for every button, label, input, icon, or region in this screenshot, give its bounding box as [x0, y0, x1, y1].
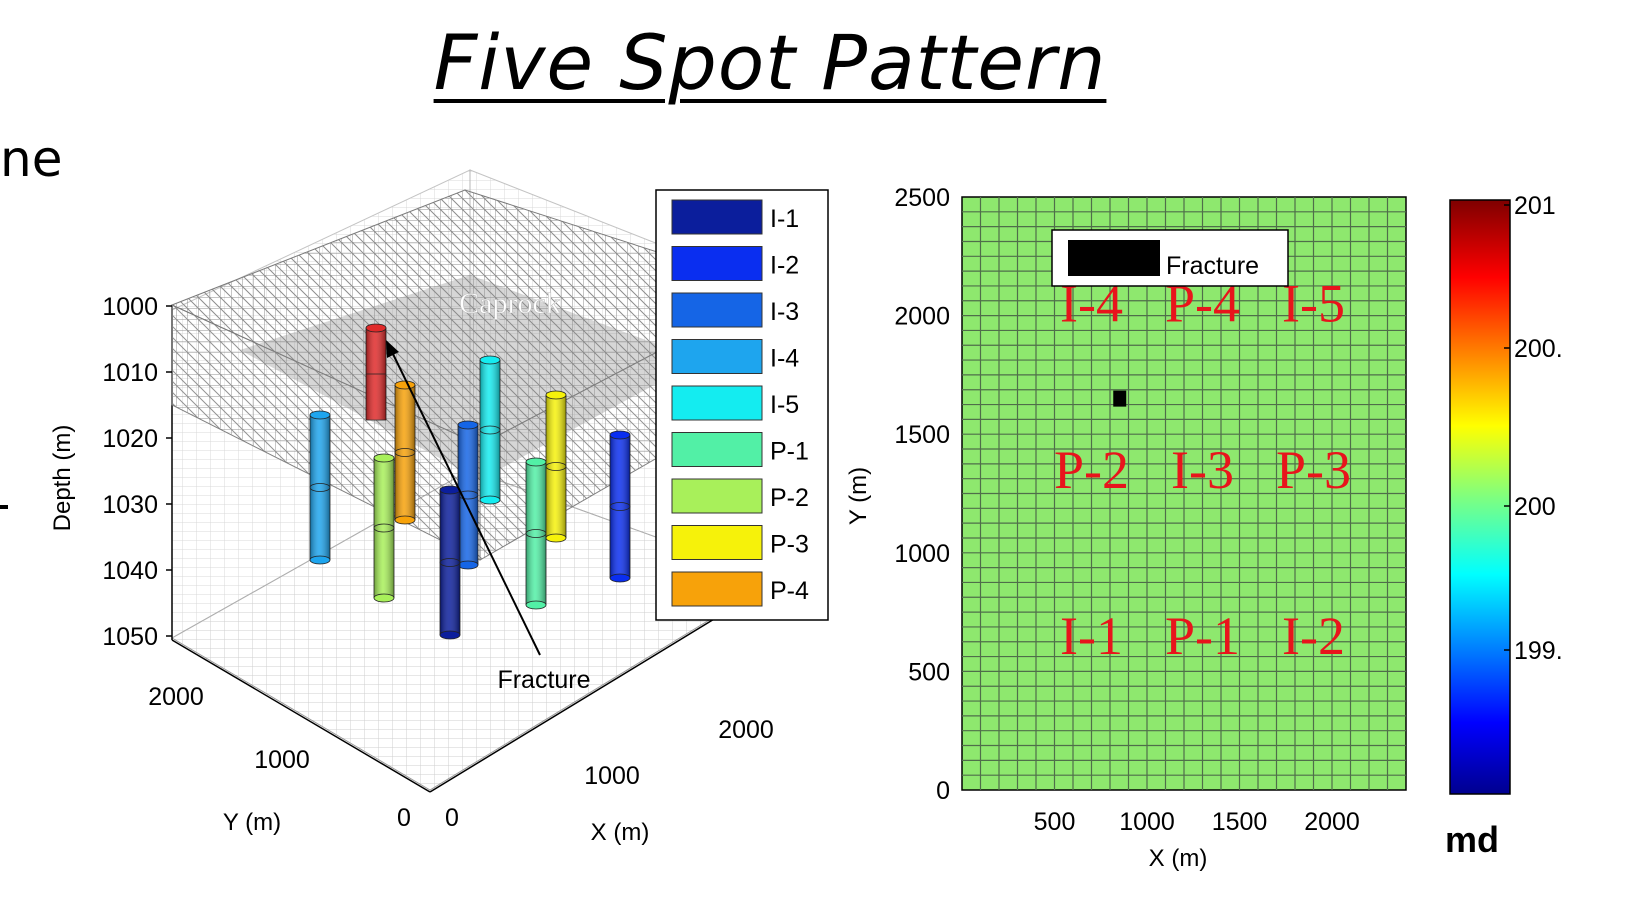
well-i-5 — [479, 355, 501, 505]
legend-entry: I-1 — [671, 199, 799, 235]
map-y-tick-label: 1000 — [894, 540, 950, 568]
map-legend: Fracture — [1051, 229, 1289, 287]
legend-label: I-1 — [770, 205, 799, 233]
map-y-tick-label: 2000 — [894, 303, 950, 331]
colorbar-gradient — [1449, 199, 1511, 795]
y-axis-label: Y (m) — [223, 809, 281, 836]
legend-swatch — [671, 246, 763, 281]
legend-label: I-4 — [770, 345, 799, 373]
colorbar: 201 200. 200 199. md — [1445, 192, 1563, 860]
well-p-2 — [373, 453, 395, 603]
legend-label: P-4 — [770, 577, 809, 605]
map-well-label-i-4: I-4 — [1060, 274, 1123, 334]
legend-label: P-2 — [770, 484, 809, 512]
well-legend: I-1 I-2 I-3 I-4 I-5 P-1 P-2 P-3 P-4 — [655, 189, 829, 621]
map-well-label-i-1: I-1 — [1060, 606, 1123, 666]
x-tick-label: 0 — [445, 804, 459, 832]
legend-fracture-swatch — [1068, 240, 1160, 276]
well-p-4 — [394, 380, 416, 525]
legend-entry: P-4 — [671, 571, 809, 607]
z-tick-label: 1000 — [102, 293, 158, 321]
fracture-arrow — [386, 340, 541, 656]
map-y-tick-label: 0 — [936, 777, 950, 805]
legend-swatch — [671, 525, 763, 560]
map-grid — [962, 197, 1406, 790]
z-axis-label: Depth (m) — [49, 425, 76, 532]
colorbar-tick-label: 200. — [1514, 335, 1563, 363]
map-x-tick-label: 1000 — [1119, 808, 1175, 836]
left-edge-dash — [0, 505, 8, 509]
legend-swatch — [671, 199, 763, 235]
slide-title: Five Spot Pattern — [433, 18, 1107, 107]
legend-label: P-1 — [770, 438, 809, 466]
map-field — [961, 196, 1407, 791]
legend-swatch — [671, 432, 763, 467]
colorbar-tick-label: 201 — [1514, 192, 1556, 220]
z-tick-label: 1040 — [102, 557, 158, 585]
map-well-label-p-1: P-1 — [1165, 606, 1240, 666]
well-p-3 — [545, 390, 567, 543]
z-tick-label: 1010 — [102, 359, 158, 387]
legend-entry: P-1 — [671, 432, 809, 467]
legend-entry: I-2 — [671, 246, 799, 281]
map-well-label-i-5: I-5 — [1282, 274, 1345, 334]
x-tick-label: 2000 — [718, 716, 774, 744]
well-columns — [309, 323, 631, 640]
legend-swatch — [671, 292, 763, 328]
well-p-1 — [525, 457, 547, 610]
map-y-axis-label: Y (m) — [845, 467, 872, 525]
reservoir-3d-plot: 1000 1010 1020 1030 1040 1050 Depth (m) 2000 100… — [49, 169, 829, 846]
fracture-column — [365, 323, 387, 421]
map-x-tick-label: 1500 — [1212, 808, 1268, 836]
legend-swatch — [671, 571, 763, 607]
map-well-label-p-2: P-2 — [1054, 440, 1129, 500]
well-i-1 — [439, 485, 461, 640]
legend-swatch — [671, 478, 763, 514]
map-y-tick-label: 2500 — [894, 184, 950, 212]
map-well-label-i-2: I-2 — [1282, 606, 1345, 666]
left-edge-text: ne — [0, 130, 63, 188]
z-tick-label: 1020 — [102, 425, 158, 453]
legend-label: I-5 — [770, 391, 799, 419]
y-tick-label: 2000 — [148, 683, 204, 711]
legend-entry: I-4 — [671, 339, 799, 374]
legend-label: I-2 — [770, 252, 799, 280]
legend-entry: P-2 — [671, 478, 809, 514]
map-y-tick-label: 1500 — [894, 421, 950, 449]
map-x-tick-label: 2000 — [1304, 808, 1360, 836]
legend-entry: I-3 — [671, 292, 799, 328]
legend-entry: I-5 — [671, 385, 799, 421]
map-x-axis-label: X (m) — [1149, 845, 1208, 872]
fracture-cell — [1113, 390, 1127, 407]
legend-entry: P-3 — [671, 525, 809, 560]
map-well-label-p-4: P-4 — [1165, 274, 1240, 334]
legend-label: P-3 — [770, 531, 809, 559]
z-tick-label: 1050 — [102, 623, 158, 651]
x-axis-label: X (m) — [591, 819, 650, 846]
legend-fracture-label: Fracture — [1166, 252, 1259, 280]
caprock-label: Caprock — [459, 287, 561, 320]
colorbar-unit: md — [1445, 819, 1499, 860]
map-x-tick-label: 500 — [1034, 808, 1076, 836]
z-tick-label: 1030 — [102, 491, 158, 519]
y-tick-label: 0 — [397, 804, 411, 832]
legend-swatch — [671, 339, 763, 374]
map-well-label-i-3: I-3 — [1171, 440, 1234, 500]
map-well-label-p-3: P-3 — [1276, 440, 1351, 500]
x-tick-label: 1000 — [584, 762, 640, 790]
fracture-label: Fracture — [497, 666, 590, 694]
map-axes: 0 500 1000 1500 2000 2500 500 1000 1500 2000 X (m)… — [845, 184, 1360, 872]
colorbar-tick-label: 199. — [1514, 637, 1563, 665]
y-tick-label: 1000 — [254, 746, 310, 774]
legend-label: I-3 — [770, 298, 799, 326]
colorbar-tick-label: 200 — [1514, 493, 1556, 521]
well-i-4 — [309, 410, 331, 565]
well-i-2 — [609, 430, 631, 583]
map-y-tick-label: 500 — [908, 658, 950, 686]
map-well-labels: I-4 P-4 I-5 P-2 I-3 P-3 I-1 P-1 I-2 — [1054, 274, 1351, 666]
legend-swatch — [671, 385, 763, 421]
